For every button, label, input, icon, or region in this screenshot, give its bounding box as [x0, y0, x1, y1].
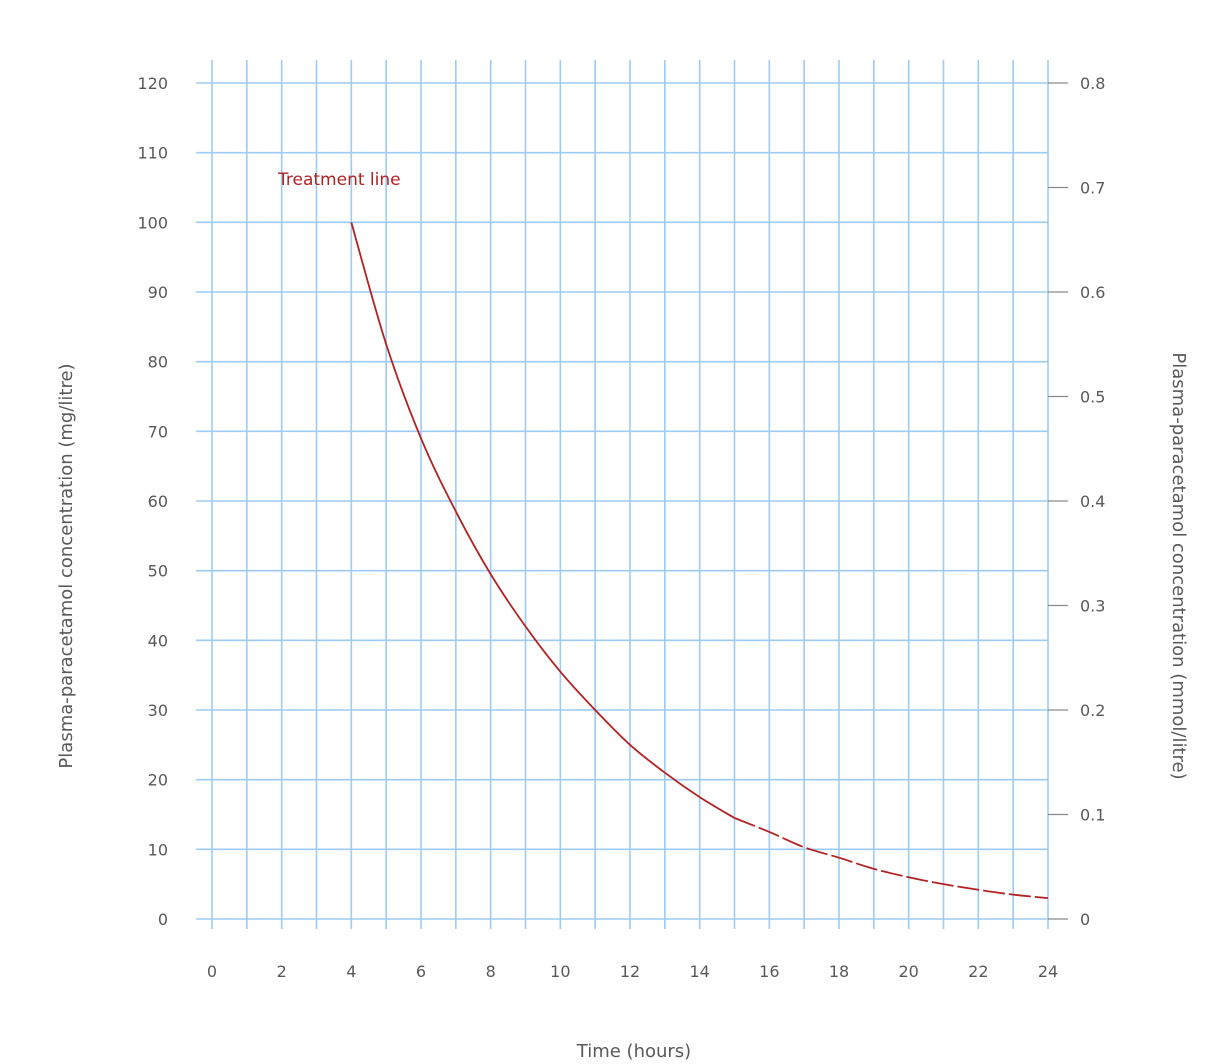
- y2-axis-title: Plasma-paracetamol concentration (mmol/l…: [1168, 352, 1189, 779]
- y2-tick-label: 0.5: [1080, 388, 1105, 407]
- x-tick-label: 14: [689, 962, 709, 981]
- x-axis-title: Time (hours): [576, 1041, 691, 1062]
- grid: [196, 60, 1049, 929]
- x-tick-label: 0: [207, 962, 217, 981]
- y-tick-label: 80: [148, 353, 168, 372]
- y-tick-label: 70: [148, 422, 168, 441]
- x-tick-label: 24: [1038, 962, 1058, 981]
- treatment-line-dashed-series: [734, 817, 1049, 899]
- y2-axis-ticks: 0 0.1 0.2 0.3 0.4 0.5 0.6 0.7 0.8: [1048, 74, 1105, 929]
- y2-tick-label: 0.8: [1080, 74, 1105, 93]
- y-tick-label: 100: [137, 213, 168, 232]
- x-tick-label: 8: [486, 962, 496, 981]
- y2-tick-label: 0: [1080, 910, 1090, 929]
- x-tick-label: 16: [759, 962, 779, 981]
- y2-tick-label: 0.2: [1080, 701, 1105, 720]
- y-axis-ticks: 0 10 20 30 40 50 60 70 80 90 100 110 120: [137, 74, 168, 929]
- y-axis-title: Plasma-paracetamol concentration (mg/lit…: [56, 363, 77, 768]
- y2-tick-label: 0.1: [1080, 806, 1105, 825]
- y-tick-label: 40: [148, 631, 168, 650]
- y-tick-label: 120: [137, 74, 168, 93]
- y2-tick-label: 0.7: [1080, 179, 1105, 198]
- y-tick-label: 110: [137, 144, 168, 163]
- y-tick-label: 10: [148, 840, 168, 859]
- y-tick-label: 30: [148, 701, 168, 720]
- x-tick-label: 20: [898, 962, 918, 981]
- x-tick-label: 4: [346, 962, 356, 981]
- treatment-line-series: [350, 222, 735, 819]
- y2-tick-label: 0.6: [1080, 283, 1105, 302]
- x-tick-label: 6: [416, 962, 426, 981]
- y-tick-label: 50: [148, 562, 168, 581]
- x-tick-label: 22: [968, 962, 988, 981]
- x-tick-label: 18: [829, 962, 849, 981]
- y2-tick-label: 0.4: [1080, 492, 1105, 511]
- x-tick-label: 2: [277, 962, 287, 981]
- x-axis-ticks: 0 2 4 6 8 10 12 14 16 18 20 22 24: [207, 962, 1058, 981]
- y-tick-label: 60: [148, 492, 168, 511]
- y-tick-label: 20: [148, 771, 168, 790]
- y2-tick-label: 0.3: [1080, 597, 1105, 616]
- x-tick-label: 12: [620, 962, 640, 981]
- x-tick-label: 10: [550, 962, 570, 981]
- y-tick-label: 0: [158, 910, 168, 929]
- y-tick-label: 90: [148, 283, 168, 302]
- treatment-line-label: Treatment line: [277, 170, 401, 190]
- series-layer: [350, 222, 1049, 899]
